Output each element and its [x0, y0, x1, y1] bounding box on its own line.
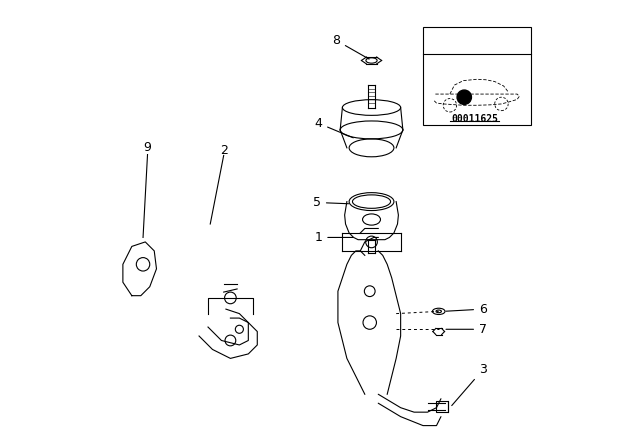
Text: 9: 9 [143, 141, 152, 155]
Text: 7: 7 [446, 323, 487, 336]
Bar [423, 27, 531, 125]
Text: 5: 5 [313, 196, 349, 209]
Text: 6: 6 [446, 302, 487, 316]
Text: 8: 8 [332, 34, 369, 59]
Text: 00011625: 00011625 [451, 114, 498, 124]
Bar [436, 401, 448, 412]
Text: 4: 4 [314, 116, 353, 138]
Text: 1: 1 [314, 231, 353, 244]
Circle shape [457, 90, 472, 104]
Text: 2: 2 [220, 143, 228, 157]
Text: 3: 3 [452, 363, 487, 405]
